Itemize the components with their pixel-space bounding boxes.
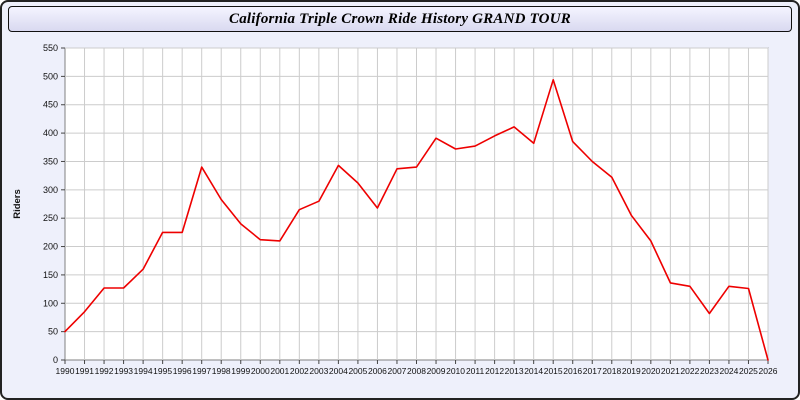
- svg-text:2003: 2003: [309, 366, 328, 376]
- y-axis-labels: 0 50 100 150 200 250 300 350 400 450 500 550: [43, 43, 58, 365]
- svg-text:1992: 1992: [95, 366, 114, 376]
- svg-text:2017: 2017: [583, 366, 602, 376]
- svg-text:1996: 1996: [173, 366, 192, 376]
- svg-text:150: 150: [43, 270, 58, 280]
- svg-text:300: 300: [43, 185, 58, 195]
- svg-text:350: 350: [43, 156, 58, 166]
- svg-text:2002: 2002: [290, 366, 309, 376]
- y-axis-title: Riders: [12, 189, 23, 219]
- chart-area: 1990 1991 1992 1993 1994 1995 1996 1997 1998 1999…: [8, 38, 792, 395]
- svg-text:1995: 1995: [153, 366, 172, 376]
- svg-text:200: 200: [43, 242, 58, 252]
- svg-text:400: 400: [43, 128, 58, 138]
- svg-text:1993: 1993: [114, 366, 133, 376]
- svg-text:2018: 2018: [602, 366, 621, 376]
- svg-text:2026: 2026: [759, 366, 778, 376]
- svg-text:2015: 2015: [544, 366, 563, 376]
- svg-text:2005: 2005: [348, 366, 367, 376]
- svg-text:1991: 1991: [75, 366, 94, 376]
- chart-title-bar: California Triple Crown Ride History GRA…: [8, 6, 792, 32]
- svg-text:2022: 2022: [680, 366, 699, 376]
- svg-text:1990: 1990: [56, 366, 75, 376]
- chart-title: California Triple Crown Ride History GRA…: [229, 10, 571, 27]
- svg-text:1999: 1999: [231, 366, 250, 376]
- svg-text:450: 450: [43, 100, 58, 110]
- svg-text:2019: 2019: [622, 366, 641, 376]
- svg-text:2000: 2000: [251, 366, 270, 376]
- svg-text:500: 500: [43, 71, 58, 81]
- svg-text:2025: 2025: [739, 366, 758, 376]
- svg-text:2011: 2011: [466, 366, 485, 376]
- svg-text:2006: 2006: [368, 366, 387, 376]
- svg-text:2007: 2007: [388, 366, 407, 376]
- svg-text:2008: 2008: [407, 366, 426, 376]
- svg-text:2001: 2001: [270, 366, 289, 376]
- svg-text:50: 50: [48, 327, 58, 337]
- svg-text:2012: 2012: [485, 366, 504, 376]
- svg-text:250: 250: [43, 213, 58, 223]
- svg-text:2014: 2014: [524, 366, 543, 376]
- svg-text:100: 100: [43, 298, 58, 308]
- data-line-riders: [64, 78, 769, 361]
- svg-text:2004: 2004: [329, 366, 348, 376]
- svg-text:1998: 1998: [212, 366, 231, 376]
- axis-ticks: [61, 47, 769, 364]
- svg-text:2021: 2021: [661, 366, 680, 376]
- x-axis-labels: 1990 1991 1992 1993 1994 1995 1996 1997 1998 1999…: [56, 366, 778, 376]
- svg-text:1997: 1997: [192, 366, 211, 376]
- svg-text:2016: 2016: [563, 366, 582, 376]
- svg-text:2010: 2010: [446, 366, 465, 376]
- svg-text:2023: 2023: [700, 366, 719, 376]
- svg-text:2009: 2009: [427, 366, 446, 376]
- line-chart: 1990 1991 1992 1993 1994 1995 1996 1997 1998 1999…: [12, 43, 778, 376]
- svg-text:1994: 1994: [134, 366, 153, 376]
- svg-text:2020: 2020: [641, 366, 660, 376]
- svg-text:2024: 2024: [719, 366, 738, 376]
- grid-lines: [65, 47, 769, 360]
- svg-text:550: 550: [43, 43, 58, 53]
- svg-text:2013: 2013: [505, 366, 524, 376]
- svg-text:0: 0: [53, 355, 58, 365]
